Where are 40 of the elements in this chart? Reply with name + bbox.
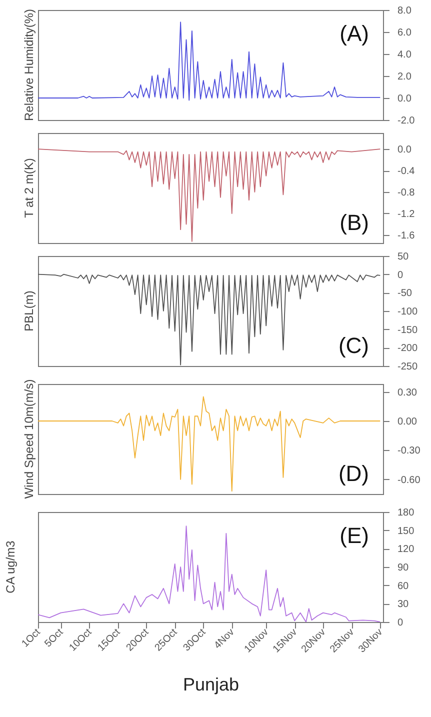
y-tick-label: 180 (398, 508, 415, 518)
annotation: (A) (340, 21, 369, 46)
annotation: (C) (338, 333, 369, 358)
y-tick-label: 0.30 (398, 387, 418, 398)
y-axis-title: Wind Speed 10m(m/s) (22, 379, 36, 499)
y-tick-label: -0.60 (398, 474, 421, 486)
y-tick-label: -2.0 (398, 116, 416, 126)
y-tick-label: 2.0 (398, 72, 412, 82)
y-tick-label: -250 (398, 362, 418, 372)
y-tick-label: -50 (398, 288, 412, 300)
y-axis-title: PBL(m) (22, 290, 36, 332)
y-tick-label: 50 (398, 252, 410, 262)
x-axis-title: Punjab (182, 674, 240, 694)
y-tick-label: -0.8 (398, 188, 416, 199)
y-tick-label: 0.00 (398, 416, 418, 428)
annotation: (E) (340, 523, 369, 548)
y-tick-label: -1.6 (398, 230, 416, 242)
y-axis-title: T at 2 m(K) (22, 158, 36, 218)
y-axis-title: CA ug/m3 (4, 540, 18, 594)
y-tick-label: 4.0 (398, 50, 412, 60)
y-tick-label: 0.0 (398, 144, 412, 156)
y-tick-label: -150 (398, 324, 418, 336)
y-tick-label: 0 (398, 618, 404, 628)
y-tick-label: -200 (398, 343, 418, 354)
y-tick-label: -100 (398, 306, 418, 318)
annotation: (B) (340, 210, 369, 235)
y-tick-label: 150 (398, 526, 415, 537)
y-tick-label: 60 (398, 580, 410, 592)
y-tick-label: 8.0 (398, 6, 412, 16)
annotation: (D) (338, 461, 369, 486)
y-tick-label: -0.30 (398, 446, 421, 457)
y-tick-label: 30 (398, 599, 410, 610)
y-tick-label: 0.0 (398, 94, 412, 104)
y-tick-label: 90 (398, 562, 410, 574)
y-axis-title: Relative Humidity(%) (22, 8, 36, 122)
y-tick-label: -1.2 (398, 208, 416, 220)
y-tick-label: 0 (398, 270, 404, 281)
y-tick-label: 6.0 (398, 28, 412, 38)
y-tick-label: 120 (398, 544, 415, 556)
y-tick-label: -0.4 (398, 166, 416, 178)
